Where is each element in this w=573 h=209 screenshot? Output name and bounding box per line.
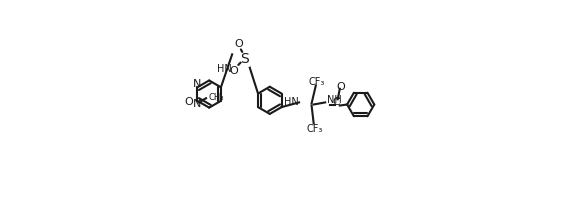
Text: C: C — [333, 97, 340, 107]
Text: CF₃: CF₃ — [307, 124, 323, 134]
Text: O: O — [230, 66, 238, 76]
Text: NH: NH — [327, 95, 342, 105]
Text: N: N — [193, 99, 202, 109]
Text: CF₃: CF₃ — [309, 76, 325, 87]
Text: HN: HN — [284, 97, 299, 107]
Text: CH₃: CH₃ — [208, 93, 223, 102]
Text: S: S — [240, 52, 249, 65]
Text: N: N — [193, 79, 202, 89]
Text: O: O — [336, 82, 345, 92]
Text: HN: HN — [217, 64, 232, 74]
Text: O: O — [234, 39, 243, 49]
Text: O: O — [184, 97, 193, 107]
